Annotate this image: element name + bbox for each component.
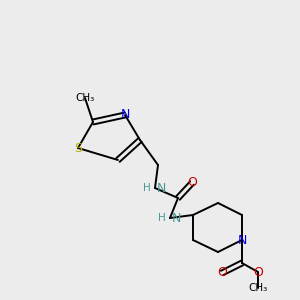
Text: H: H — [158, 213, 166, 223]
Text: N: N — [120, 109, 130, 122]
Text: N: N — [237, 233, 247, 247]
Text: O: O — [187, 176, 197, 190]
Text: N: N — [157, 182, 166, 194]
Text: H: H — [143, 183, 151, 193]
Text: O: O — [217, 266, 227, 280]
Text: CH₃: CH₃ — [75, 93, 94, 103]
Text: CH₃: CH₃ — [248, 283, 268, 293]
Text: N: N — [172, 212, 182, 224]
Text: O: O — [253, 266, 263, 278]
Text: S: S — [74, 142, 82, 154]
